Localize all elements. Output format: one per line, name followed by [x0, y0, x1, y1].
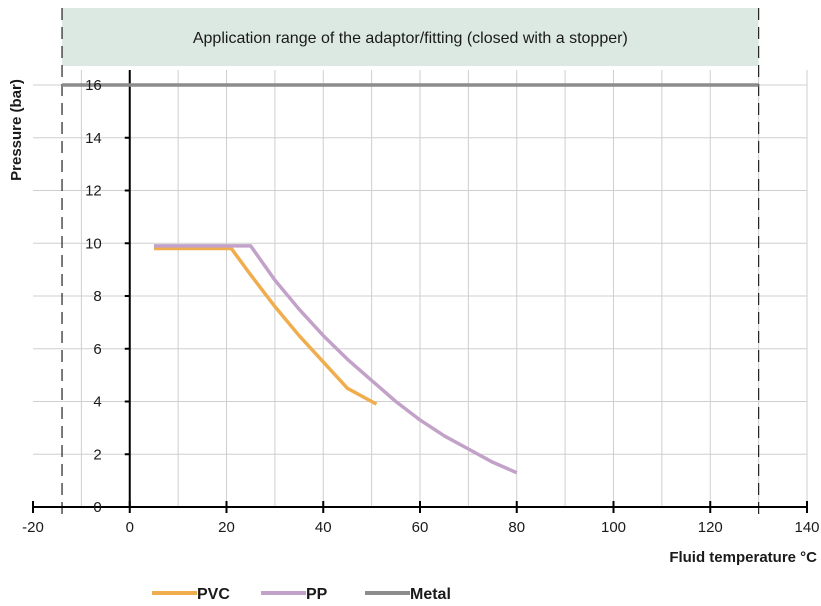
- x-tick-label: 20: [218, 519, 235, 536]
- x-tick-label: 40: [315, 519, 332, 536]
- y-tick-label: 2: [93, 446, 101, 463]
- x-tick-label: 120: [698, 519, 723, 536]
- x-tick-label: 100: [601, 519, 626, 536]
- application-range-limits: [61, 8, 760, 515]
- legend-item-pvc: PVC: [152, 586, 230, 603]
- legend-label: PP: [306, 586, 328, 603]
- legend-label: PVC: [197, 586, 230, 603]
- x-tick-label: 0: [126, 519, 134, 536]
- grid: [33, 70, 808, 507]
- y-tick-label: 12: [85, 183, 102, 200]
- x-tick-label: 60: [412, 519, 429, 536]
- y-tick-label: 4: [93, 394, 101, 411]
- y-tick-label: 16: [85, 77, 102, 94]
- tick-labels: -20 0 20 40 60 80 100 120 140 0 2 4 6 8 10 12 14 16: [22, 77, 819, 536]
- application-range-label: Application range of the adaptor/fitting…: [193, 30, 628, 47]
- x-tick-label: 140: [794, 519, 819, 536]
- legend: PVC PP Metal: [152, 586, 451, 603]
- y-tick-label: 0: [93, 499, 101, 516]
- y-axis-title: Pressure (bar): [8, 79, 25, 181]
- legend-item-metal: Metal: [365, 586, 451, 603]
- series-line-pp: [153, 244, 518, 475]
- x-tick-label: 80: [508, 519, 525, 536]
- legend-label: Metal: [410, 586, 451, 603]
- x-axis-title: Fluid temperature °C: [669, 549, 817, 566]
- series-line-pvc: [153, 246, 378, 406]
- x-tick-label: -20: [22, 519, 44, 536]
- legend-item-pp: PP: [261, 586, 328, 603]
- series-lines: [62, 83, 759, 475]
- axes: [32, 70, 808, 513]
- y-tick-label: 8: [93, 288, 101, 305]
- y-tick-label: 10: [85, 235, 102, 252]
- application-range-band: [62, 8, 759, 66]
- y-tick-label: 14: [85, 130, 102, 147]
- y-tick-label: 6: [93, 341, 101, 358]
